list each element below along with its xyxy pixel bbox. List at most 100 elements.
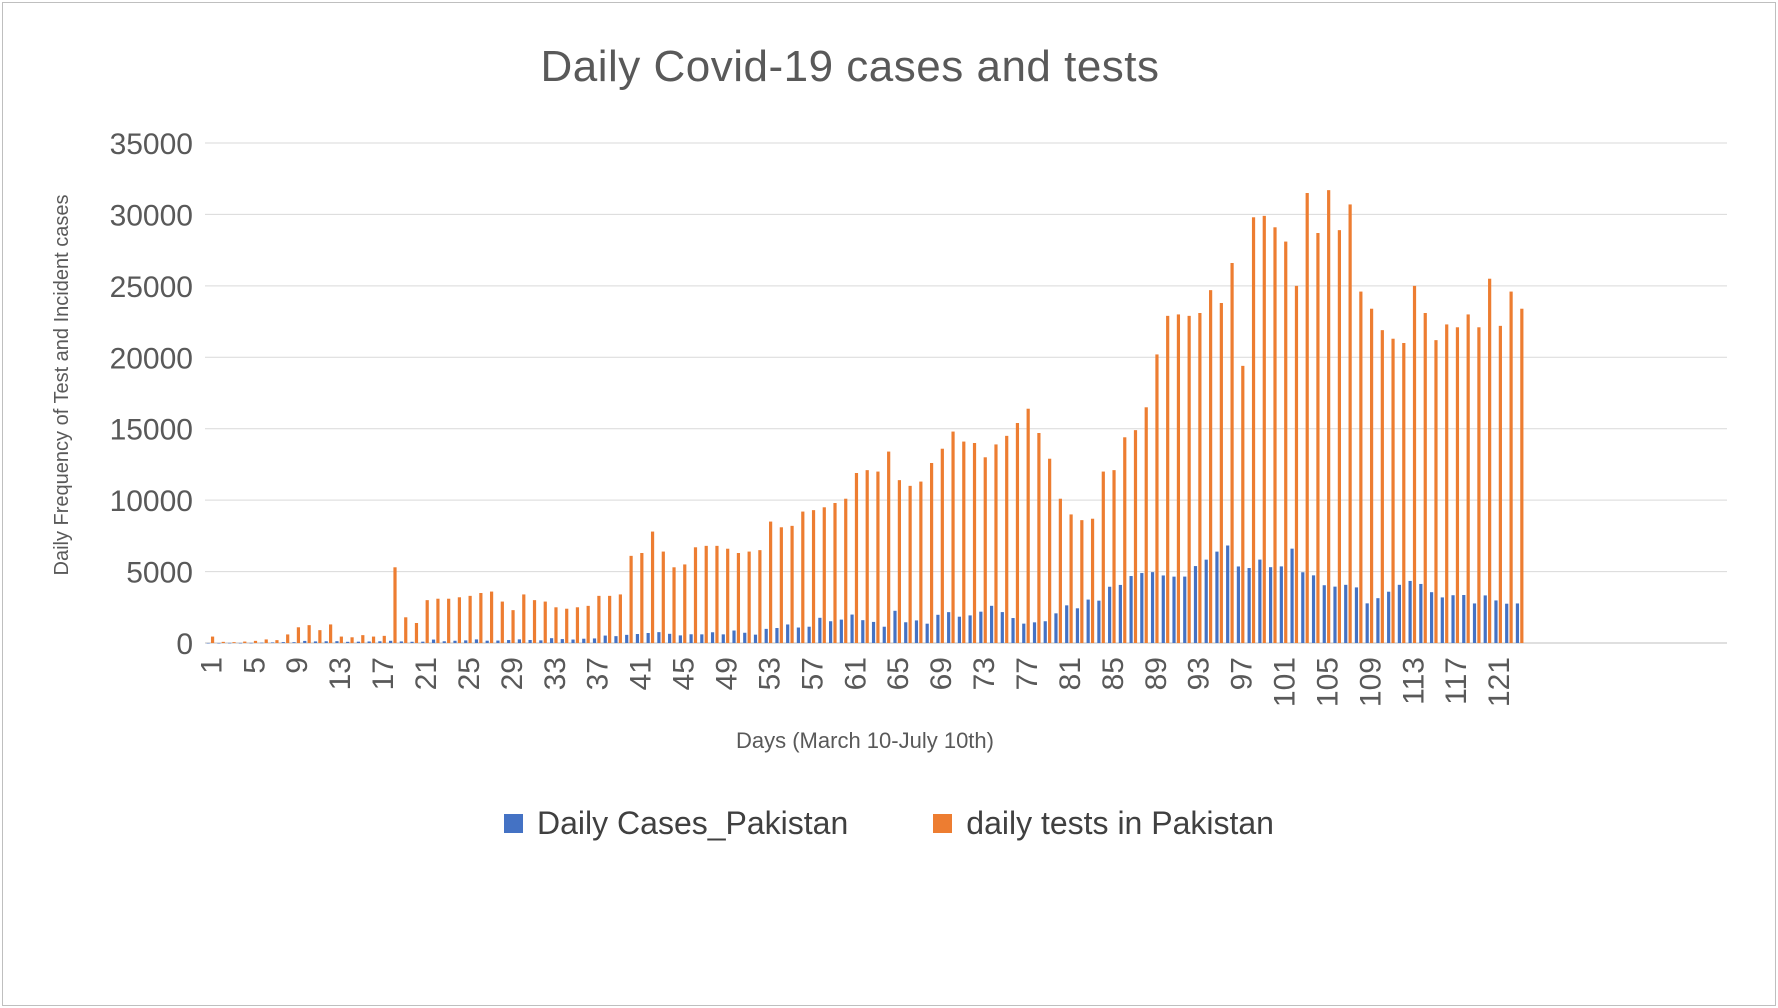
bar-daily-tests[interactable] bbox=[1048, 458, 1052, 643]
bar-daily-cases[interactable] bbox=[1236, 566, 1241, 643]
bar-daily-tests[interactable] bbox=[1037, 433, 1041, 643]
bar-daily-tests[interactable] bbox=[736, 553, 741, 643]
bar-daily-cases[interactable] bbox=[431, 639, 436, 643]
bar-daily-tests[interactable] bbox=[425, 600, 429, 643]
bar-daily-tests[interactable] bbox=[994, 444, 998, 643]
bar-daily-cases[interactable] bbox=[1483, 595, 1487, 643]
bar-daily-tests[interactable] bbox=[286, 634, 290, 643]
bar-daily-cases[interactable] bbox=[893, 610, 897, 643]
bar-daily-tests[interactable] bbox=[640, 553, 644, 643]
bar-daily-tests[interactable] bbox=[1273, 227, 1277, 644]
bar-daily-tests[interactable] bbox=[1080, 520, 1084, 643]
bar-daily-tests[interactable] bbox=[1316, 233, 1320, 643]
bar-daily-tests[interactable] bbox=[307, 625, 311, 643]
bar-daily-cases[interactable] bbox=[1311, 575, 1316, 643]
bar-daily-tests[interactable] bbox=[779, 527, 783, 643]
bar-daily-cases[interactable] bbox=[1258, 559, 1262, 643]
bar-daily-tests[interactable] bbox=[1219, 303, 1223, 643]
bar-daily-tests[interactable] bbox=[618, 594, 622, 643]
bar-daily-cases[interactable] bbox=[238, 642, 242, 644]
bar-daily-tests[interactable] bbox=[650, 531, 655, 643]
bar-daily-cases[interactable] bbox=[1505, 603, 1509, 643]
bar-daily-tests[interactable] bbox=[1058, 498, 1062, 643]
bar-daily-tests[interactable] bbox=[661, 551, 665, 643]
bar-daily-cases[interactable] bbox=[743, 632, 747, 643]
bar-daily-cases[interactable] bbox=[1419, 583, 1423, 643]
bar-daily-cases[interactable] bbox=[1440, 597, 1444, 643]
bar-daily-tests[interactable] bbox=[972, 443, 977, 643]
bar-daily-tests[interactable] bbox=[532, 600, 537, 643]
bar-daily-cases[interactable] bbox=[1408, 580, 1412, 643]
bar-daily-cases[interactable] bbox=[1226, 545, 1230, 644]
bar-daily-cases[interactable] bbox=[324, 641, 328, 643]
bar-daily-tests[interactable] bbox=[1380, 330, 1384, 643]
bar-daily-tests[interactable] bbox=[1112, 470, 1116, 643]
bar-daily-cases[interactable] bbox=[474, 639, 479, 643]
bar-daily-tests[interactable] bbox=[1123, 437, 1127, 643]
bar-daily-tests[interactable] bbox=[629, 555, 633, 643]
bar-daily-tests[interactable] bbox=[468, 595, 472, 643]
bar-daily-tests[interactable] bbox=[865, 470, 869, 643]
bar-daily-tests[interactable] bbox=[1230, 263, 1234, 643]
bar-daily-tests[interactable] bbox=[1166, 315, 1170, 643]
bar-daily-cases[interactable] bbox=[968, 615, 972, 643]
bar-daily-tests[interactable] bbox=[1155, 354, 1159, 643]
bar-daily-tests[interactable] bbox=[1455, 327, 1460, 643]
bar-daily-tests[interactable] bbox=[1359, 291, 1363, 643]
bar-daily-tests[interactable] bbox=[790, 525, 794, 643]
bar-daily-cases[interactable] bbox=[1000, 612, 1004, 643]
bar-daily-cases[interactable] bbox=[356, 641, 361, 643]
bar-daily-tests[interactable] bbox=[1520, 308, 1524, 643]
bar-daily-tests[interactable] bbox=[983, 457, 987, 643]
bar-daily-tests[interactable] bbox=[1434, 340, 1438, 643]
bar-daily-cases[interactable] bbox=[1301, 572, 1305, 643]
bar-daily-cases[interactable] bbox=[925, 623, 929, 643]
bar-daily-tests[interactable] bbox=[811, 510, 816, 643]
bar-daily-tests[interactable] bbox=[1348, 204, 1352, 643]
bar-daily-cases[interactable] bbox=[1097, 600, 1101, 643]
bar-daily-cases[interactable] bbox=[796, 627, 801, 643]
bar-daily-cases[interactable] bbox=[389, 640, 393, 643]
bar-daily-tests[interactable] bbox=[1144, 407, 1148, 643]
bar-daily-cases[interactable] bbox=[1043, 621, 1047, 643]
bar-daily-tests[interactable] bbox=[511, 610, 515, 643]
bar-daily-cases[interactable] bbox=[453, 640, 457, 643]
bar-daily-tests[interactable] bbox=[221, 641, 225, 643]
bar-daily-tests[interactable] bbox=[554, 607, 558, 643]
bar-daily-cases[interactable] bbox=[1387, 591, 1391, 643]
bar-daily-cases[interactable] bbox=[871, 621, 876, 643]
bar-daily-tests[interactable] bbox=[747, 551, 751, 643]
bar-daily-cases[interactable] bbox=[732, 630, 736, 643]
bar-daily-cases[interactable] bbox=[818, 617, 822, 643]
bar-daily-cases[interactable] bbox=[646, 633, 650, 643]
bar-daily-tests[interactable] bbox=[769, 521, 773, 643]
bar-daily-cases[interactable] bbox=[786, 624, 790, 643]
bar-daily-tests[interactable] bbox=[393, 567, 397, 643]
bar-daily-cases[interactable] bbox=[206, 642, 210, 644]
bar-daily-cases[interactable] bbox=[989, 605, 994, 643]
bar-daily-tests[interactable] bbox=[1327, 190, 1331, 643]
bar-daily-tests[interactable] bbox=[382, 635, 386, 643]
bar-daily-tests[interactable] bbox=[543, 601, 547, 643]
bar-daily-cases[interactable] bbox=[1494, 600, 1498, 643]
bar-daily-tests[interactable] bbox=[1305, 193, 1309, 643]
bar-daily-tests[interactable] bbox=[329, 624, 333, 643]
bar-daily-tests[interactable] bbox=[822, 507, 826, 643]
bar-daily-cases[interactable] bbox=[700, 634, 704, 643]
bar-daily-cases[interactable] bbox=[603, 635, 607, 643]
bar-daily-tests[interactable] bbox=[929, 463, 934, 643]
bar-daily-cases[interactable] bbox=[1054, 613, 1058, 643]
bar-daily-cases[interactable] bbox=[1247, 568, 1251, 643]
bar-daily-cases[interactable] bbox=[1397, 584, 1401, 643]
bar-daily-cases[interactable] bbox=[1462, 595, 1466, 643]
bar-daily-tests[interactable] bbox=[1284, 241, 1288, 644]
bar-daily-cases[interactable] bbox=[1344, 584, 1348, 643]
bar-daily-cases[interactable] bbox=[549, 638, 554, 643]
bar-daily-tests[interactable] bbox=[210, 636, 215, 643]
bar-daily-tests[interactable] bbox=[962, 441, 966, 643]
bar-daily-tests[interactable] bbox=[575, 607, 580, 643]
bar-daily-cases[interactable] bbox=[807, 626, 811, 643]
bar-daily-tests[interactable] bbox=[704, 545, 708, 643]
bar-daily-cases[interactable] bbox=[1150, 572, 1155, 643]
bar-daily-tests[interactable] bbox=[447, 598, 451, 643]
